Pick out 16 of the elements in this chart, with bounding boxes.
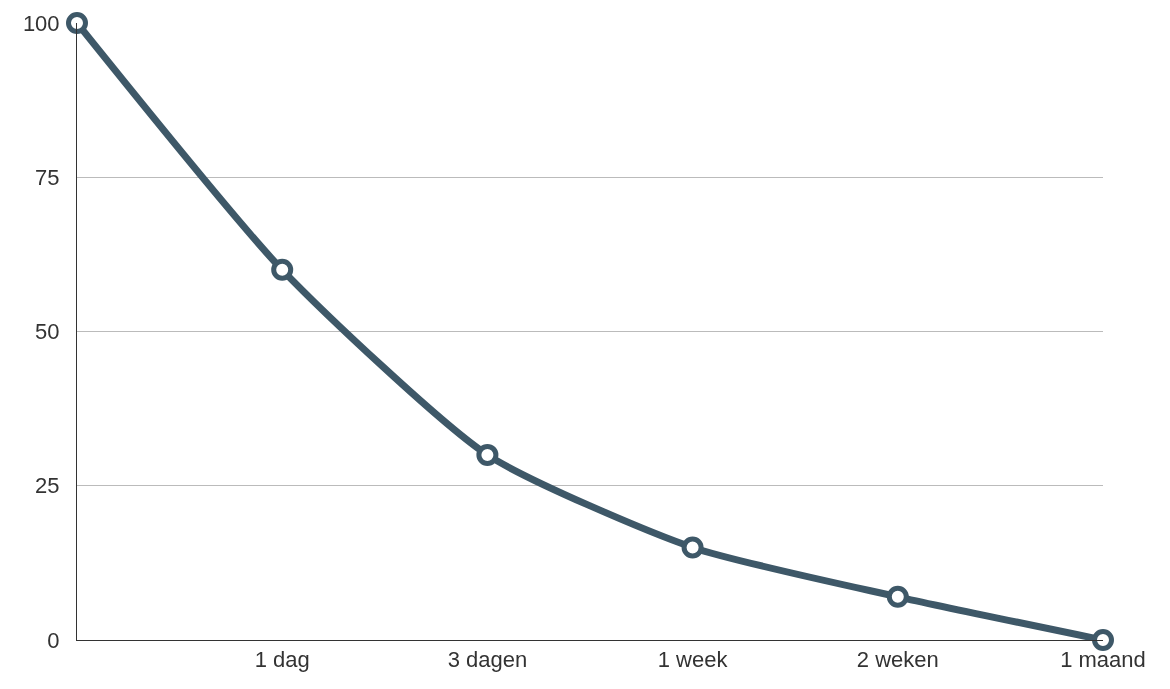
y-tick-label: 50 (35, 319, 60, 345)
y-tick-label: 25 (35, 473, 60, 499)
point (66, 12, 88, 34)
point (476, 443, 499, 466)
x-tick-label: 1 week (657, 647, 729, 673)
x-tick-label: 1 maand (1060, 647, 1146, 673)
x-tick-label: 3 dagen (447, 647, 528, 673)
point (271, 258, 294, 281)
y-tick-label: 0 (47, 627, 60, 653)
x-tick-label: 1 dag (254, 647, 310, 673)
point (681, 536, 704, 559)
y-tick-label: 100 (22, 10, 60, 36)
y-tick-label: 75 (35, 164, 60, 190)
point (886, 585, 909, 608)
point (1092, 629, 1114, 651)
x-tick-label: 2 weken (856, 647, 939, 673)
